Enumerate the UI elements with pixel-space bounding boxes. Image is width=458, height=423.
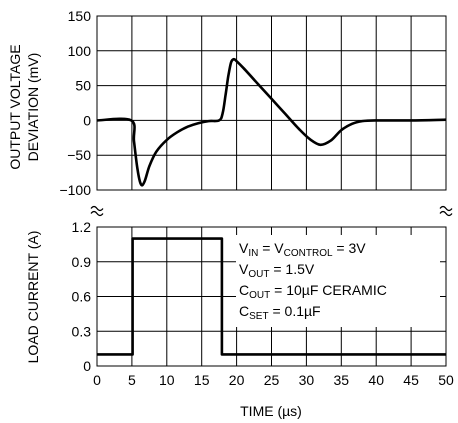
y-tick-label-top-1: 100	[68, 43, 92, 59]
top-y-axis-label-line2: DEVIATION (mV)	[25, 53, 41, 162]
x-tick-label-5: 25	[264, 372, 280, 388]
voltage-deviation-panel: 150 100 50 0 −50 −100	[59, 8, 447, 198]
x-tick-label-4: 20	[229, 372, 245, 388]
break-mask-1	[438, 204, 454, 217]
x-tick-label-1: 5	[128, 372, 136, 388]
x-tick-label-6: 30	[299, 372, 315, 388]
axis-break-marks	[89, 204, 454, 217]
top-y-axis-label-line1: OUTPUT VOLTAGE	[7, 44, 23, 169]
y-tick-label-top-0: 150	[68, 8, 92, 24]
break-wave-upper-1	[439, 205, 453, 212]
break-wave-lower-0	[90, 210, 104, 217]
x-tick-label-2: 10	[159, 372, 175, 388]
annotation-line-0: VIN = VCONTROL = 3V	[239, 240, 366, 259]
y-tick-label-top-4: −50	[67, 147, 91, 163]
y-tick-label-top-3: 0	[83, 112, 91, 128]
break-wave-lower-1	[439, 210, 453, 217]
y-tick-label-bottom-2: 0.6	[72, 289, 92, 305]
annotation-box	[236, 235, 440, 327]
annotation-line-1: VOUT = 1.5V	[239, 261, 315, 280]
series-line-top-0	[96, 57, 447, 187]
x-tick-label-8: 40	[368, 372, 384, 388]
x-axis-label: TIME (µs)	[240, 403, 302, 419]
x-tick-label-10: 50	[438, 372, 454, 388]
annotation-line-2: COUT = 10µF CERAMIC	[239, 282, 387, 301]
break-wave-upper-0	[90, 205, 104, 212]
x-tick-label-9: 45	[403, 372, 419, 388]
series-line-bottom-0	[97, 237, 446, 356]
x-tick-label-3: 15	[194, 372, 210, 388]
bottom-y-axis-label: LOAD CURRENT (A)	[25, 231, 41, 364]
y-tick-label-bottom-4: 0	[83, 358, 91, 374]
y-tick-label-top-5: −100	[59, 182, 91, 198]
y-tick-label-bottom-3: 0.3	[72, 323, 92, 339]
y-tick-label-top-2: 50	[75, 78, 91, 94]
x-tick-label-0: 0	[93, 372, 101, 388]
break-mask-0	[89, 204, 105, 217]
y-tick-label-bottom-1: 0.9	[72, 254, 92, 270]
load-current-panel: 1.2 0.9 0.6 0.3 00 5 10 15 20 25 30 35 40 45 50 VIN = V…	[72, 219, 454, 388]
x-tick-label-7: 35	[334, 372, 350, 388]
annotation-line-3: CSET = 0.1µF	[239, 303, 321, 322]
y-tick-label-bottom-0: 1.2	[72, 219, 92, 235]
